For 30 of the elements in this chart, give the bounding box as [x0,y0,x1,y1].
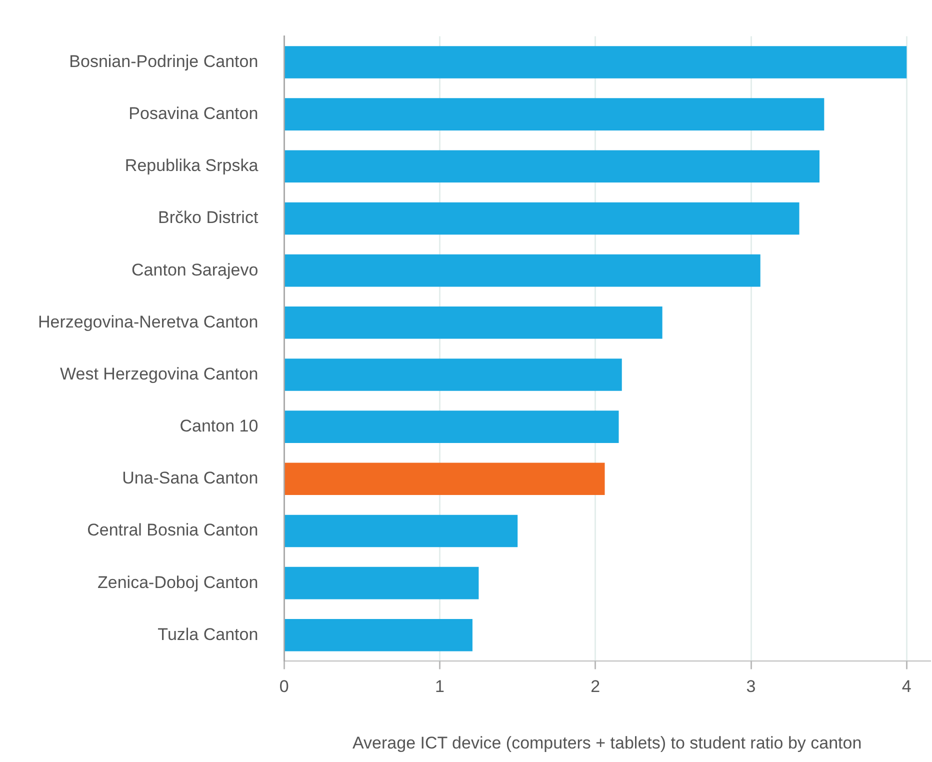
x-tick-label: 0 [279,677,289,696]
bar [284,462,605,496]
x-tick-label: 3 [746,677,756,696]
x-tick-label: 2 [590,677,600,696]
y-tick-label: Canton Sarajevo [132,260,258,280]
y-tick-label: Brčko District [158,208,258,228]
bar [284,358,622,391]
bar [284,46,907,78]
x-tick-label: 4 [902,677,912,696]
bar [284,98,824,130]
bar [284,514,518,548]
y-tick-label: Tuzla Canton [158,624,258,644]
bar [284,202,800,235]
bar [284,150,820,183]
y-tick-label: Posavina Canton [128,104,258,124]
y-tick-label: Bosnian-Podrinje Canton [69,52,258,71]
y-tick-label: Zenica-Doboj Canton [98,572,258,592]
y-tick-label: Central Bosnia Canton [87,520,258,540]
x-tick-label: 1 [435,677,445,696]
y-tick-label: Republika Srpska [124,156,259,176]
bar [284,306,662,339]
y-tick-label: Una-Sana Canton [122,468,258,488]
y-tick-label: Canton 10 [180,416,258,436]
bar [284,254,760,287]
y-tick-label: Herzegovina-Neretva Canton [38,312,258,332]
x-axis-title: Average ICT device (computers + tablets) to student ratio by canton [352,733,862,752]
bar [284,566,479,600]
y-tick-label: West Herzegovina Canton [60,364,258,384]
bar [284,410,619,443]
bar [284,619,472,652]
